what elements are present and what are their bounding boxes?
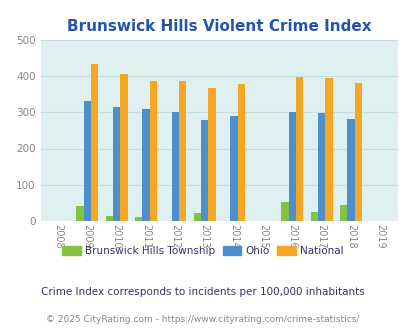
Bar	[171, 112, 179, 221]
Text: Crime Index corresponds to incidents per 100,000 inhabitants: Crime Index corresponds to incidents per…	[41, 287, 364, 297]
Bar	[179, 81, 186, 221]
Bar	[91, 64, 98, 221]
Bar	[105, 216, 113, 221]
Bar	[135, 217, 142, 221]
Bar	[288, 112, 295, 221]
Bar	[193, 213, 200, 221]
Bar	[76, 206, 83, 221]
Title: Brunswick Hills Violent Crime Index: Brunswick Hills Violent Crime Index	[67, 19, 371, 34]
Bar	[339, 206, 347, 221]
Legend: Brunswick Hills Township, Ohio, National: Brunswick Hills Township, Ohio, National	[58, 242, 347, 260]
Bar	[208, 88, 215, 221]
Bar	[354, 83, 361, 221]
Bar	[83, 101, 91, 221]
Bar	[149, 81, 157, 221]
Bar	[120, 74, 128, 221]
Text: © 2025 CityRating.com - https://www.cityrating.com/crime-statistics/: © 2025 CityRating.com - https://www.city…	[46, 315, 359, 324]
Bar	[295, 77, 303, 221]
Bar	[310, 212, 317, 221]
Bar	[113, 107, 120, 221]
Bar	[142, 109, 149, 221]
Bar	[237, 84, 244, 221]
Bar	[324, 78, 332, 221]
Bar	[317, 113, 324, 221]
Bar	[281, 202, 288, 221]
Bar	[200, 120, 208, 221]
Bar	[230, 116, 237, 221]
Bar	[347, 119, 354, 221]
